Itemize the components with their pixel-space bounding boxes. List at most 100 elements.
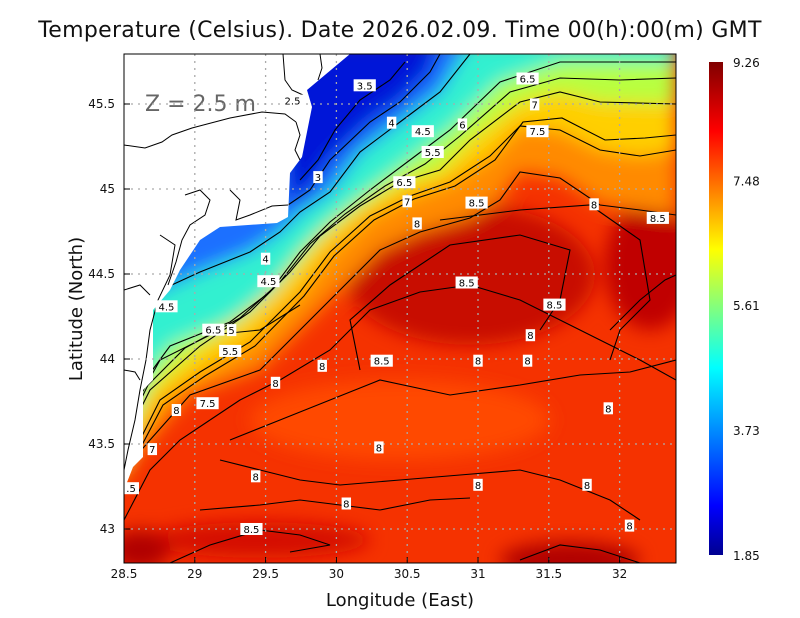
svg-text:4: 4 xyxy=(262,255,268,266)
contour-label: 8.5 xyxy=(240,523,263,536)
colorbar-tick-label: 7.48 xyxy=(733,174,760,188)
svg-text:8: 8 xyxy=(272,379,278,390)
x-tick-label: 30.5 xyxy=(394,567,421,581)
contour-label: 4.5 xyxy=(257,275,280,288)
contour-label: 5 xyxy=(226,324,237,337)
svg-text:6.5: 6.5 xyxy=(396,178,412,189)
contour-label: 8 xyxy=(603,402,613,415)
contour-label: 8 xyxy=(317,359,327,373)
y-tick-label: 44.5 xyxy=(88,267,115,281)
contour-label: 8.5 xyxy=(465,196,488,210)
svg-text:8: 8 xyxy=(524,357,530,368)
contour-label: 8.5 xyxy=(370,354,393,368)
svg-text:8: 8 xyxy=(319,362,325,373)
contour-label: 8 xyxy=(171,404,182,417)
y-tick-label: 43.5 xyxy=(88,437,115,451)
contour-label: 8 xyxy=(582,478,592,492)
svg-text:8: 8 xyxy=(475,357,481,368)
svg-text:8.5: 8.5 xyxy=(459,279,475,290)
contour-label: 7 xyxy=(402,195,412,208)
warm-core xyxy=(150,522,370,558)
grid-lines xyxy=(124,54,676,563)
contour-label: 8 xyxy=(270,376,281,390)
contour-label: 8.5 xyxy=(646,211,669,225)
y-tick-label: 45.5 xyxy=(88,97,115,111)
svg-text:4.5: 4.5 xyxy=(159,302,175,313)
contour-label: 8.5 xyxy=(455,276,478,290)
svg-text:8: 8 xyxy=(584,481,590,492)
svg-text:8: 8 xyxy=(626,522,632,533)
chart-title: Temperature (Celsius). Date 2026.02.09. … xyxy=(38,18,762,43)
contour-label: 3.5 xyxy=(353,79,376,92)
y-axis-label: Latitude (North) xyxy=(66,237,87,381)
contour-label: 8 xyxy=(473,478,483,492)
svg-text:4.5: 4.5 xyxy=(415,127,431,138)
svg-text:8: 8 xyxy=(376,443,382,454)
contour-label: 4 xyxy=(260,252,271,266)
contour-label: 7.5 xyxy=(196,397,219,410)
svg-text:8: 8 xyxy=(605,404,611,415)
contour-label: 4 xyxy=(386,116,397,130)
svg-text:8: 8 xyxy=(343,500,349,511)
coastline xyxy=(124,54,323,471)
colorbar-tick-label: 9.26 xyxy=(733,56,760,70)
x-tick-label: 29.5 xyxy=(252,567,279,581)
svg-text:6.5: 6.5 xyxy=(205,326,221,337)
contour-label: 7 xyxy=(147,443,158,456)
x-tick-label: 30 xyxy=(329,567,344,581)
colorbar-tick-label: 1.85 xyxy=(733,549,760,563)
svg-text:7.5: 7.5 xyxy=(530,127,546,138)
svg-text:8: 8 xyxy=(253,472,259,483)
svg-text:4: 4 xyxy=(388,119,394,130)
contour-label: 5.5 xyxy=(421,146,444,159)
svg-text:8: 8 xyxy=(475,481,481,492)
colorbar-tick-label: 3.73 xyxy=(733,424,760,438)
contour-label: 7.5 xyxy=(526,125,549,138)
svg-text:5.5: 5.5 xyxy=(425,148,441,159)
svg-text:8: 8 xyxy=(591,200,597,211)
colorbar-tick-label: 5.61 xyxy=(733,299,760,313)
depth-label: Z = 2.5 m xyxy=(145,92,256,117)
contour-label: 8 xyxy=(624,519,635,533)
svg-text:6.5: 6.5 xyxy=(520,75,536,86)
y-tick-label: 43 xyxy=(100,522,115,536)
contour-label: 6.5 xyxy=(516,72,539,86)
contour-label: 8 xyxy=(522,354,533,368)
x-tick-label: 31.5 xyxy=(535,567,562,581)
contour-label: 4.5 xyxy=(155,300,178,313)
temperature-field: Z = 2.5 m 2.53.544.55.566.577.53 6.5788.5… xyxy=(124,54,676,563)
contour-label: 8 xyxy=(250,470,261,483)
plot-frame xyxy=(123,53,677,564)
warm-core xyxy=(605,200,676,330)
svg-text:6: 6 xyxy=(459,120,465,131)
contour-label: 6.5 xyxy=(202,323,225,337)
svg-text:.5: .5 xyxy=(126,484,136,495)
svg-text:8: 8 xyxy=(527,331,533,342)
land-mass xyxy=(124,54,350,490)
contour-label: 8.5 xyxy=(543,298,566,312)
svg-text:8: 8 xyxy=(173,406,179,417)
warm-core xyxy=(345,205,595,345)
x-tick-label: 28.5 xyxy=(111,567,138,581)
x-tick-label: 31 xyxy=(470,567,485,581)
svg-text:8: 8 xyxy=(414,219,420,230)
svg-text:5: 5 xyxy=(228,326,234,337)
svg-text:8.5: 8.5 xyxy=(243,525,259,536)
contour-label: 3 xyxy=(313,171,323,184)
contour-label: 2.5 xyxy=(281,94,304,108)
svg-text:7: 7 xyxy=(149,445,155,456)
axis-ticks: 28.5 29 29.5 30 30.5 31 31.5 324343.54444.54545… xyxy=(88,97,627,581)
svg-text:3: 3 xyxy=(315,173,321,184)
y-tick-label: 45 xyxy=(100,182,115,196)
svg-text:8.5: 8.5 xyxy=(547,301,563,312)
x-tick-label: 29 xyxy=(187,567,202,581)
contour-label: 8 xyxy=(341,497,352,511)
cool-patch xyxy=(250,380,550,460)
contour-label: 4.5 xyxy=(411,125,434,138)
contour-label: 8 xyxy=(525,329,536,342)
svg-text:2.5: 2.5 xyxy=(285,97,301,108)
contour-label: 7 xyxy=(529,98,540,111)
contour-label: 8 xyxy=(374,441,384,454)
